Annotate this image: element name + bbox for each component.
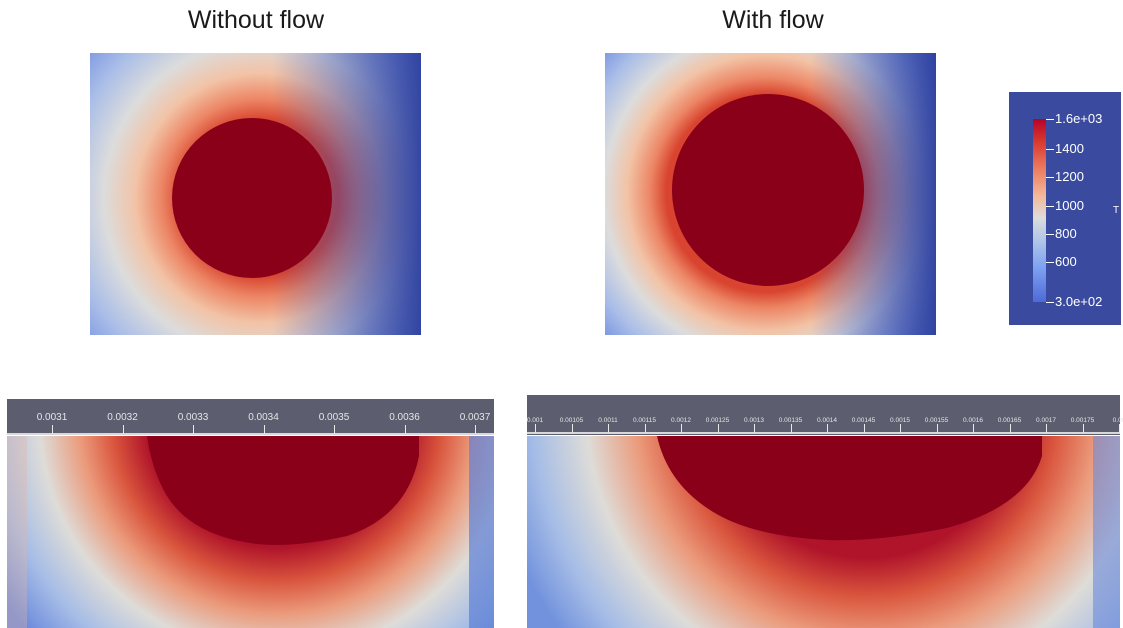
ruler-tick (52, 425, 53, 434)
ruler-tick-label: 0.00125 (705, 417, 730, 424)
legend-min-label: 3.0e+02 (1055, 294, 1103, 309)
title-without-flow: Without flow (187, 6, 325, 34)
ruler-tick-label: 0.0011 (598, 417, 618, 424)
ruler-tick (681, 424, 682, 433)
legend-tick (1046, 262, 1054, 263)
temperature-field-with-flow (605, 53, 936, 335)
ruler-tick-label: 0.00165 (997, 417, 1022, 424)
ruler-tick (1082, 424, 1084, 433)
ruler-tick-label: 0.00 (1112, 417, 1123, 424)
ruler-tick-label: 0.00175 (1070, 417, 1095, 424)
ruler-tick-label: 0.001 (526, 417, 544, 424)
ruler-tick-label: 0.00155 (924, 417, 949, 424)
legend-tick (1046, 302, 1054, 303)
legend-tick (1046, 149, 1054, 150)
color-legend: 1.6e+03 1400 1200 1000 800 600 3.0e+02 T (1009, 92, 1121, 325)
ruler-tick (900, 424, 901, 433)
ruler-tick-label: 0.0012 (671, 417, 691, 424)
ruler-tick (475, 425, 476, 434)
title-with-flow: With flow (722, 6, 824, 34)
ruler-tick-label: 0.0016 (963, 417, 983, 424)
ruler-tick (1046, 424, 1047, 433)
ruler-tick (571, 424, 573, 433)
ruler-tick-label: 0.0033 (177, 412, 209, 423)
ruler-tick (122, 425, 124, 434)
cross-section-with-flow (527, 436, 1120, 628)
ruler-tick (535, 424, 536, 433)
ruler-tick (827, 424, 828, 433)
ruler-tick (334, 425, 335, 434)
ruler-tick (404, 425, 406, 434)
legend-variable-name: T (1113, 205, 1120, 216)
ruler-tick-label: 0.0035 (318, 412, 350, 423)
legend-tick (1046, 119, 1054, 120)
ruler-tick (936, 424, 938, 433)
ruler-tick-label: 0.0017 (1036, 417, 1056, 424)
ruler-with-flow: 0.001 0.00105 0.0011 0.00115 0.0012 0.00125 0.… (526, 395, 1123, 435)
legend-tick-label: 800 (1055, 226, 1077, 241)
legend-tick-label: 600 (1055, 254, 1077, 269)
ruler-tick (863, 424, 865, 433)
temperature-field-without-flow (90, 53, 421, 335)
ruler-tick (193, 425, 194, 434)
legend-tick (1046, 206, 1054, 207)
ruler-tick-label: 0.00105 (559, 417, 584, 424)
ruler-tick (754, 424, 755, 433)
legend-tick (1046, 234, 1054, 235)
legend-tick (1046, 177, 1054, 178)
ruler-tick-label: 0.0034 (248, 412, 279, 423)
ruler-tick-label: 0.00135 (778, 417, 803, 424)
cross-section-without-flow (7, 436, 494, 628)
ruler-tick (644, 424, 646, 433)
legend-tick-label: 1400 (1055, 141, 1084, 156)
ruler-tick (973, 424, 974, 433)
ruler-tick-label: 0.0031 (36, 412, 68, 423)
ruler-tick (790, 424, 792, 433)
ruler-tick-label: 0.00115 (632, 417, 657, 424)
legend-max-label: 1.6e+03 (1055, 111, 1103, 126)
legend-tick-label: 1000 (1055, 198, 1084, 213)
ruler-tick (717, 424, 719, 433)
ruler-tick (1119, 424, 1120, 433)
ruler-tick-label: 0.0014 (817, 417, 837, 424)
color-bar (1033, 119, 1046, 302)
ruler-tick (263, 425, 265, 434)
legend-tick-label: 1200 (1055, 169, 1084, 184)
ruler-tick-label: 0.00145 (851, 417, 876, 424)
ruler-tick-label: 0.0037 (459, 412, 491, 423)
ruler-tick-label: 0.0032 (107, 412, 138, 423)
ruler-tick-label: 0.0013 (744, 417, 764, 424)
ruler-tick-label: 0.0036 (389, 412, 420, 423)
ruler-without-flow: 0.0031 0.0032 0.0033 0.0034 0.0035 0.0036 0.00… (7, 399, 494, 435)
ruler-tick (608, 424, 609, 433)
ruler-tick-label: 0.0015 (890, 417, 910, 424)
ruler-tick (1009, 424, 1011, 433)
